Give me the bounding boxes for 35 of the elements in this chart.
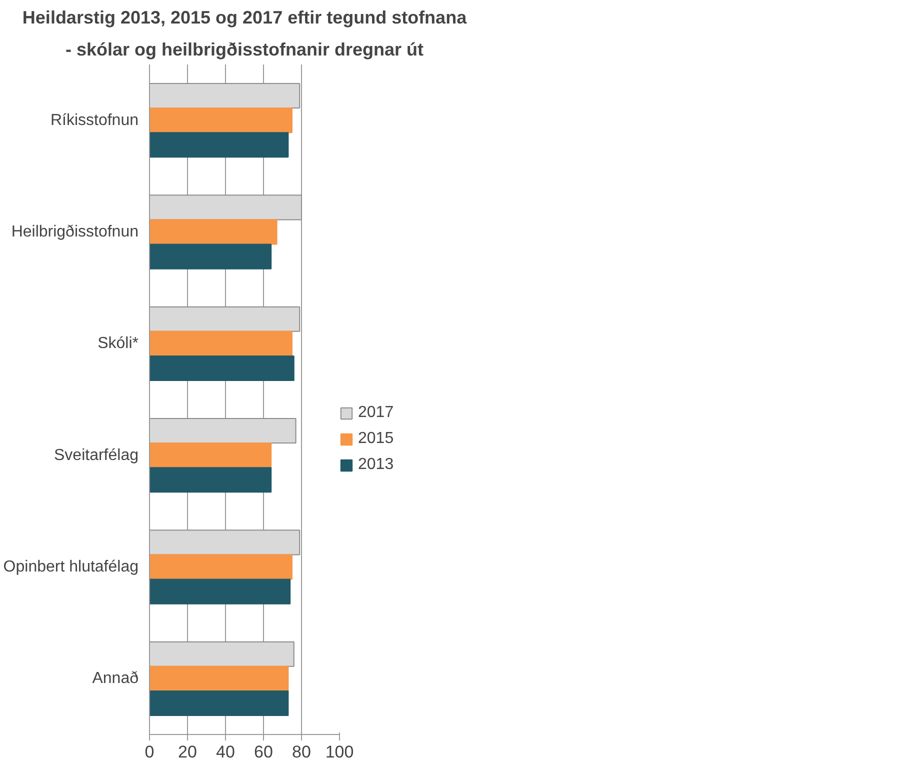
x-tick-label: 80 <box>292 742 311 762</box>
bar <box>150 467 272 493</box>
bar <box>150 690 289 716</box>
y-tick-label: Ríkisstofnun <box>50 112 139 129</box>
bar <box>150 418 296 444</box>
bar <box>150 641 294 667</box>
bar <box>150 132 289 158</box>
y-tick-label: Skóli* <box>98 335 138 352</box>
x-tick-label: 40 <box>216 742 235 762</box>
bar <box>150 666 289 692</box>
bar <box>150 82 300 109</box>
bar <box>150 554 292 580</box>
bar <box>150 244 272 270</box>
y-tick-label: Opinbert hlutafélag <box>3 558 138 576</box>
legend-label: 2017 <box>358 404 394 422</box>
legend-label: 2015 <box>358 430 394 448</box>
bar <box>150 108 292 134</box>
chart-subtitle: - skólar og heilbrigðisstofnanir dregnar út <box>65 40 424 60</box>
x-tick-label: 20 <box>178 742 197 762</box>
bar <box>150 219 278 245</box>
x-tick-label: 60 <box>254 742 273 762</box>
chart-title: Heildarstig 2013, 2015 og 2017 eftir tegund stofnana <box>22 8 468 28</box>
bar <box>150 355 294 382</box>
bar <box>150 578 291 604</box>
legend-label: 2013 <box>358 456 394 474</box>
bar <box>150 306 300 332</box>
bar <box>150 330 292 356</box>
y-tick-label: Annað <box>92 670 139 688</box>
bar <box>150 442 272 468</box>
y-tick-label: Heilbrigðisstofnun <box>11 224 139 240</box>
bar <box>150 194 302 220</box>
bar <box>150 530 300 556</box>
x-tick-label: 0 <box>144 742 154 762</box>
y-tick-label: Sveitarfélag <box>54 446 139 464</box>
x-tick-label: 100 <box>325 742 354 762</box>
